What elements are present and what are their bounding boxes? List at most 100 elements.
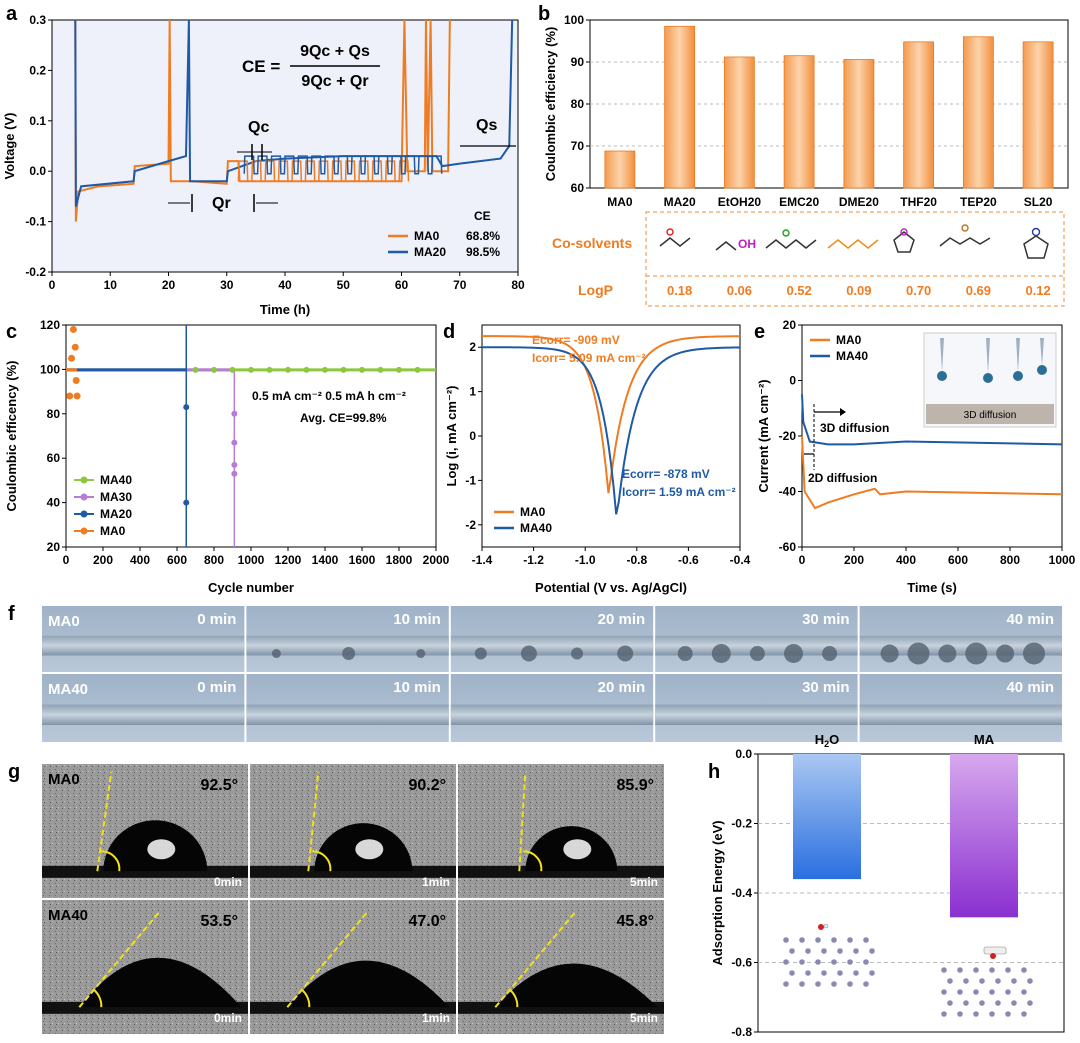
panel-d-ytick-0: -2: [465, 518, 476, 532]
tangent-MA0-0: [96, 771, 113, 872]
panel-h-ytick-0: 0.0: [735, 747, 752, 761]
panel-e-xtick-3: 600: [948, 553, 968, 567]
slab1-atom-4-5: [863, 981, 869, 987]
panel-h-category-MA: MA: [974, 732, 995, 747]
panel-b-category-EtOH20: EtOH20: [718, 195, 762, 209]
time-label-MA0-2: 5min: [630, 875, 658, 889]
panel-d-ylabel: Log (i, mA cm⁻²): [444, 386, 459, 487]
cosolvent-structures: OH: [659, 224, 1049, 259]
panel-c-ma30-point-3: [231, 470, 238, 477]
panel-c-ma40-point-0: [192, 366, 199, 373]
photo-f-time-MA0-0: 0 min: [197, 611, 236, 628]
tangent-MA0-2: [518, 771, 527, 872]
panel-c-xtick-5: 1000: [238, 553, 265, 567]
panel-c-ma40-point-2: [229, 366, 236, 373]
tangent-MA40-2: [494, 911, 577, 1008]
panel-d-series-MA40: [481, 346, 741, 515]
legend-c-marker-MA40: [80, 476, 88, 484]
panel-c-xtick-10: 2000: [423, 553, 450, 567]
photo-f-time-MA40-1: 10 min: [393, 679, 441, 696]
h2o-molecule-h: [823, 923, 829, 929]
panel-c-ma40-point-4: [266, 366, 273, 373]
annotation-2d: 2D diffusion: [808, 471, 877, 485]
panel-c-ma20-point-1: [183, 404, 190, 411]
photo-f-time-MA40-0: 0 min: [197, 679, 236, 696]
legend-c-name-MA30: MA30: [100, 490, 132, 504]
panel-c-xtick-0: 0: [63, 553, 70, 567]
panel-letter-h: h: [708, 761, 720, 783]
inset-3d-diffusion: 3D diffusion: [923, 332, 1057, 428]
panel-e-xtick-1: 200: [844, 553, 864, 567]
slab2-atom-2-1: [957, 989, 963, 995]
panel-c-ma20-point-2: [183, 499, 190, 506]
bubble-4-3: [965, 642, 988, 665]
slab2-atom-0-2: [973, 967, 979, 973]
inset-particle-1: [937, 371, 947, 381]
slab2-atom-1-2: [979, 978, 985, 984]
inset-particle-3: [1013, 371, 1023, 381]
photo-f-row-label-MA40: MA40: [48, 681, 88, 698]
legend-a-header: CE: [474, 209, 491, 223]
panel-a-xtick-4: 40: [278, 278, 292, 292]
bubble-4-0: [880, 644, 899, 663]
panel-a-series-MA0: [74, 19, 451, 222]
legend-c-marker-MA30: [80, 493, 88, 501]
photo-f-row-label-MA0: MA0: [48, 613, 80, 630]
panel-a-ytick-4: 0.2: [29, 63, 46, 77]
panel-h-ytick-4: -0.8: [731, 1025, 752, 1039]
panel-e-series-MA40: [801, 394, 1063, 446]
cosolvent-table-box: [645, 211, 1065, 307]
panel-c-xtick-8: 1600: [349, 553, 376, 567]
slab2-atom-3-2: [979, 1000, 985, 1006]
slab1-atom-2-1: [799, 959, 805, 965]
photo-f-electrode-MA0-0: [42, 635, 245, 656]
slab2-atom-1-1: [963, 978, 969, 984]
cosolvent-row-label: Co-solvents: [552, 235, 632, 251]
panel-c-ytick-1: 40: [47, 496, 61, 510]
inset-trail-1: [940, 338, 944, 372]
slab1-atom-1-1: [805, 948, 811, 954]
panel-d-series-MA0: [481, 335, 741, 494]
formula-denominator: 9Qc + Qr: [301, 73, 368, 90]
legend-d-ma0-name: MA0: [520, 505, 546, 519]
panel-d-tafel-chart: -1.4 -1.2 -1.0 -0.8 -0.6 -0.4 -2 -1 0 1 2 Log (i, …: [444, 324, 751, 595]
slab1-atom-3-3: [837, 970, 843, 976]
slab2-atom-2-2: [973, 989, 979, 995]
panel-a-xtick-0: 0: [49, 278, 56, 292]
slab2-atom-3-5: [1027, 1000, 1033, 1006]
panel-a-ma20-cycles: [243, 155, 443, 175]
panel-b-bar-THF20: [903, 41, 935, 189]
molecule-sl: [1023, 235, 1049, 259]
panel-d-ma0-ecorr: Ecorr= -909 mV: [532, 333, 620, 347]
inset-label: 3D diffusion: [964, 410, 1017, 421]
slab2-atom-0-4: [1005, 967, 1011, 973]
photo-g-row-label-MA0: MA0: [48, 771, 80, 788]
droplet-reflection-MA0-0: [147, 839, 176, 860]
panel-c-ma0-point-3: [71, 343, 79, 351]
panel-b-category-MA20: MA20: [664, 195, 696, 209]
panel-b-bar-EtOH20: [723, 56, 755, 189]
molecule-dme: [827, 239, 879, 249]
panel-b-ytick-0: 60: [571, 181, 585, 195]
panel-e-xtick-5: 1000: [1049, 553, 1076, 567]
legend-c-name-MA0: MA0: [100, 524, 126, 538]
panel-c-ma40-point-7: [322, 366, 328, 373]
slab2-atom-4-2: [973, 1011, 979, 1017]
panel-a-xtick-8: 80: [511, 278, 525, 292]
molecule-emc: [765, 239, 817, 249]
panel-h-adsorption-chart: 0.0 -0.2 -0.4 -0.6 -0.8 H2O MA Adsorption Ene…: [710, 732, 1065, 1039]
slab2-atom-1-5: [1027, 978, 1033, 984]
panel-letter-a: a: [6, 3, 18, 25]
angle-arc-MA0-1: [312, 850, 332, 872]
panel-e-ytick-4: 20: [783, 318, 797, 332]
panel-c-xtick-3: 600: [167, 553, 187, 567]
angle-arc-MA40-0: [92, 988, 103, 1008]
logp-value-0: 0.18: [667, 283, 692, 298]
panel-c-xlabel: Cycle number: [208, 580, 294, 595]
panel-e-xtick-2: 400: [896, 553, 916, 567]
panel-a-ytick-5: 0.3: [29, 13, 46, 27]
panel-letter-c: c: [6, 321, 17, 343]
slab1-atom-4-2: [815, 981, 821, 987]
panel-d-xtick-4: -0.6: [678, 553, 699, 567]
photo-f-electrode-MA0-3: [655, 635, 858, 656]
